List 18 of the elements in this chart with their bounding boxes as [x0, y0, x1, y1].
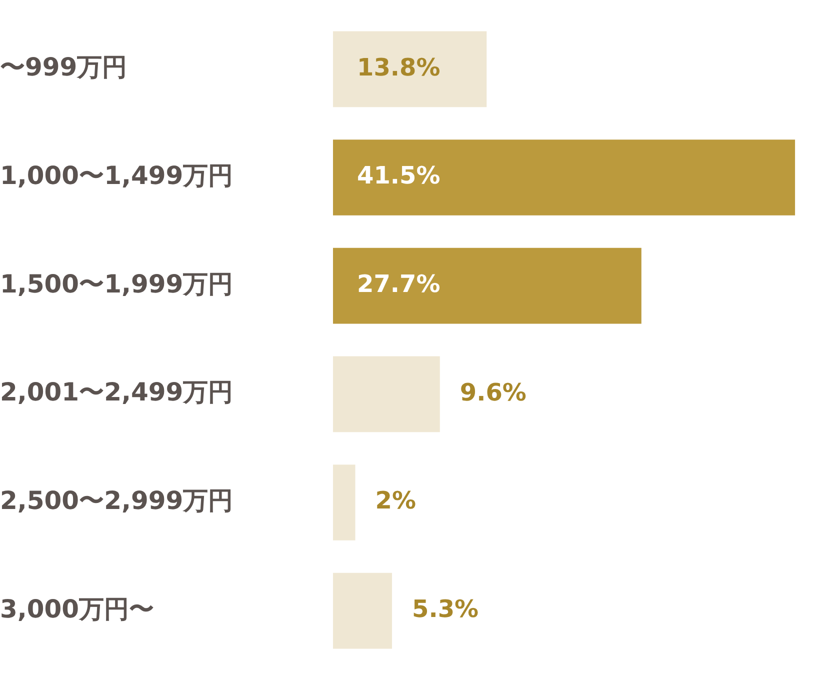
y-tick-label: 〜999万円 — [0, 52, 128, 82]
data-label: 13.8% — [357, 53, 440, 82]
data-label: 9.6% — [460, 378, 526, 406]
bar — [333, 31, 487, 108]
y-tick-label: 1,000〜1,499万円 — [0, 161, 234, 190]
bar — [333, 572, 392, 649]
data-label: 41.5% — [357, 162, 440, 190]
bar — [333, 356, 440, 432]
bar — [333, 248, 642, 324]
data-label: 5.3% — [412, 595, 479, 624]
data-label: 27.7% — [357, 270, 440, 298]
y-tick-label: 2,500〜2,999万円 — [0, 486, 234, 515]
bar — [333, 464, 356, 540]
data-label: 2% — [375, 486, 416, 515]
y-tick-label: 1,500〜1,999万円 — [0, 269, 234, 298]
y-tick-label: 2,001〜2,499万円 — [0, 378, 234, 407]
y-tick-label: 3,000万円〜 — [0, 594, 154, 624]
bar — [333, 140, 796, 216]
